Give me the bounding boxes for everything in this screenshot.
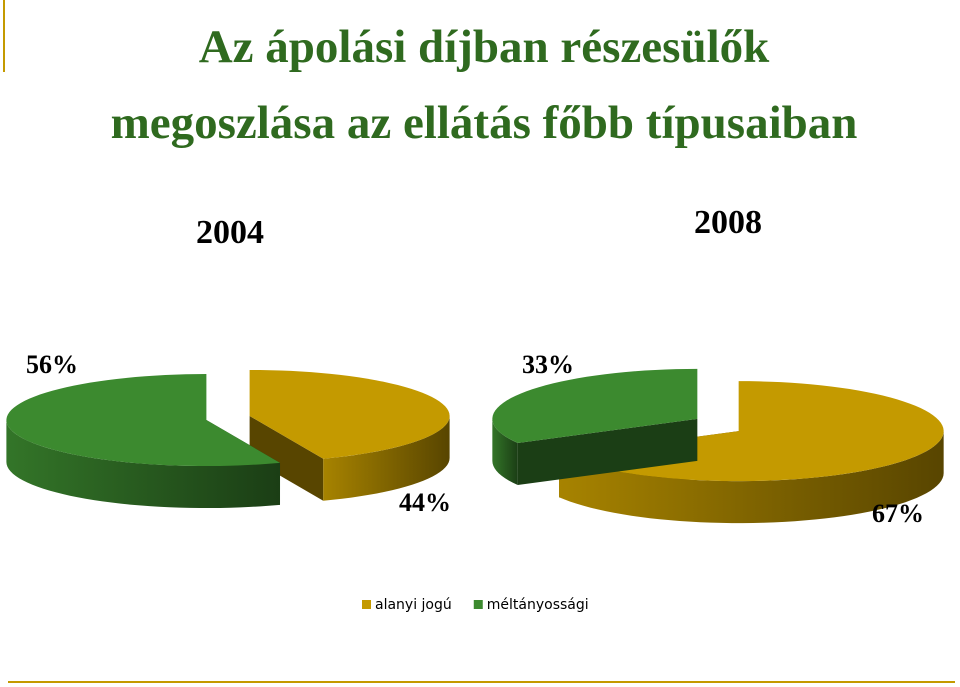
legend-swatch [473, 600, 483, 609]
slice-side [559, 431, 944, 524]
value-label: 44% [399, 488, 451, 517]
legend-swatch [362, 600, 371, 609]
slide-title: megoszlása az ellátás főbb típusaiban [111, 97, 858, 149]
pie-title: 2004 [196, 214, 264, 251]
slice-side [6, 420, 281, 509]
pie-title: 2008 [694, 204, 762, 241]
pie-slice [492, 368, 698, 485]
legend-label: méltányossági [487, 597, 589, 613]
legend-label: alanyi jogú [375, 597, 452, 613]
pie-slice [249, 369, 450, 501]
value-label: 33% [522, 350, 574, 379]
slice-wall [517, 418, 698, 485]
value-label: 67% [872, 499, 924, 528]
slice-side [492, 418, 518, 485]
pie-slice [6, 374, 281, 509]
slice-side [323, 415, 450, 501]
value-label: 56% [26, 350, 78, 379]
slide-title: Az ápolási díjban részesülők [199, 21, 770, 73]
slice-top [492, 368, 698, 443]
slice-top [6, 374, 281, 467]
slice-wall [249, 415, 324, 501]
slice-top [249, 369, 450, 459]
